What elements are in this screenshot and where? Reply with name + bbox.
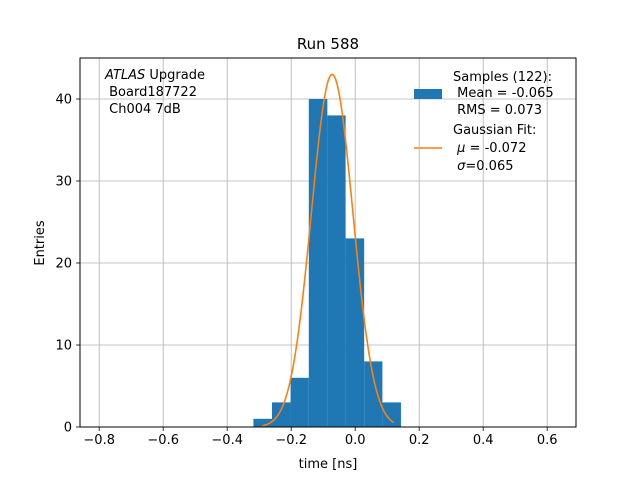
legend-samples-line1: Samples (122): [453,70,552,85]
x-ticks: −0.8 −0.6 −0.4 −0.2 0.0 0.2 0.4 0.6 [83,427,558,448]
plot-frame [79,57,577,428]
legend: Samples (122): Mean = -0.065 RMS = 0.073… [414,70,554,174]
gaussian-fit-line [262,73,395,427]
x-tick-label: 0.4 [473,433,494,448]
x-axis-label: time [ns] [299,457,358,472]
histogram-bar [327,115,346,428]
legend-samples-line2: Mean = -0.065 [453,86,554,101]
y-tick-label: 30 [55,175,72,190]
x-tick-label: −0.6 [147,433,179,448]
x-tick-label: −0.4 [211,433,243,448]
legend-samples-swatch [414,89,442,99]
histogram-bar [345,238,365,427]
chart-title: Run 588 [297,35,359,53]
x-tick-label: 0.0 [345,433,366,448]
legend-fit-line1: Gaussian Fit: [453,123,536,138]
annotation-line3: Ch004 7dB [105,102,181,117]
annotation-line2: Board187722 [105,85,197,100]
x-tick-label: −0.2 [275,433,307,448]
annotation-line1: ATLAS Upgrade [104,68,205,83]
legend-fit-line2: μ = -0.072 [453,141,526,156]
y-tick-label: 0 [64,421,72,436]
histogram-bars [253,99,401,428]
histogram-bar [272,402,291,427]
y-axis-label: Entries [33,220,48,266]
x-tick-label: −0.8 [83,433,115,448]
legend-samples-line3: RMS = 0.073 [453,103,542,118]
histogram-bar [253,418,272,427]
histogram-bar [382,402,401,427]
x-tick-label: 0.2 [409,433,430,448]
y-tick-label: 10 [55,339,72,354]
histogram-bar [308,99,328,427]
y-tick-label: 20 [55,257,72,272]
y-tick-label: 40 [55,93,72,108]
histogram-bar [290,377,309,427]
x-tick-label: 0.6 [537,433,558,448]
legend-fit-line3: σ=0.065 [453,159,513,174]
y-ticks: 0 10 20 30 40 [55,93,80,436]
histogram-bar [364,361,383,427]
